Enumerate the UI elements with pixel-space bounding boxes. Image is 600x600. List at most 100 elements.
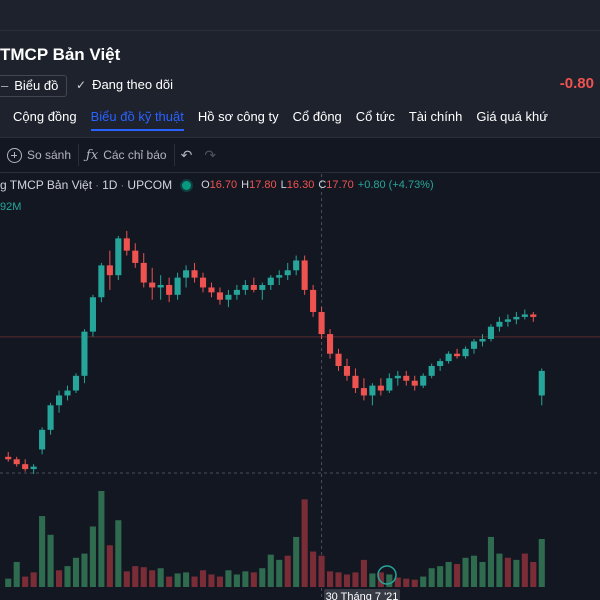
volume-bar [208,574,215,587]
candle-body [140,262,147,283]
volume-bar [293,536,300,587]
tab-community[interactable]: Cộng đồng [13,109,77,124]
candle-body [5,456,12,460]
candle-body [369,385,376,396]
candle-body [208,287,215,293]
candle-body [318,312,325,335]
volume-bar [5,578,12,587]
candle-body [72,375,80,391]
candle-body [106,265,113,276]
candle-body [64,390,71,396]
volume-bar [487,536,495,587]
volume-bar [343,574,351,587]
volume-bar [538,539,545,587]
candle-body [30,466,37,470]
candle-body [394,375,401,379]
candle-body [39,429,46,450]
candle-body [326,334,334,354]
interval-label[interactable]: 1D [102,178,118,192]
volume-bar [462,557,469,587]
volume-bar [259,568,266,587]
volume-bar [301,499,308,587]
candle-body [504,319,511,322]
candlestick-chart[interactable] [0,174,600,600]
candle-body [157,285,164,288]
tab-company-profile[interactable]: Hồ sơ công ty [197,109,279,124]
candle-body [276,275,283,278]
candle-body [411,380,418,386]
tab-dividends[interactable]: Cổ tức [355,109,395,124]
candle-body [487,326,495,339]
ohlc-high: H17.80 [241,179,277,191]
event-marker-icon [377,565,397,585]
volume-bar [98,491,105,587]
volume-bar [250,572,257,587]
candle-body [479,339,486,342]
indicators-button[interactable]: ƒx Các chỉ báo [79,138,174,172]
volume-bar [369,573,376,587]
volume-bar [22,576,29,587]
volume-bar [199,570,207,587]
volume-bar [47,534,54,587]
tab-shareholders[interactable]: Cổ đông [292,109,342,124]
candle-body [403,375,410,381]
volume-bar [530,561,537,587]
candle-body [267,277,274,285]
top-band [0,0,600,30]
candle-body [496,321,503,327]
tab-financials[interactable]: Tài chính [408,109,463,124]
volume-bar [166,576,173,587]
volume-bar [225,570,232,587]
candle-body [191,270,198,278]
legend-separator: · [95,178,100,192]
volume-bar [157,568,164,587]
volume-bar [106,545,113,587]
chart-button[interactable]: – Biểu đồ [0,75,68,97]
volume-bar [326,571,334,587]
compare-button[interactable]: So sánh [0,138,78,172]
candle-body [521,314,528,317]
candle-body [13,459,20,465]
volume-bar [72,557,80,587]
candle-body [47,405,54,430]
candle-body [233,289,240,295]
company-name: TMCP Bản Việt [0,45,121,64]
volume-bar [470,555,478,587]
volume-bar [310,551,317,587]
chart-toolbar: So sánh ƒx Các chỉ báo ↶ ↷ [0,137,600,173]
volume-bar [394,577,401,587]
candle-body [530,314,537,317]
tab-price-history[interactable]: Giá quá khứ [476,109,548,124]
dash-icon: – [1,78,9,93]
volume-bar [64,566,71,587]
volume-bar [352,572,359,587]
ohlc-change: +0.80 (+4.73%) [357,179,434,191]
volume-bar [479,561,486,587]
tab-technical-chart[interactable]: Biểu đồ kỹ thuật [84,107,191,138]
follow-toggle[interactable]: ✓ Đang theo dõi [76,77,173,92]
volume-bar [123,571,130,587]
candle-body [183,270,190,278]
candle-body [445,353,452,362]
ohlc-low: L16.30 [280,179,315,191]
candle-body [428,366,435,376]
symbol-name: g TMCP Bản Việt [0,178,93,192]
volume-bar [174,573,181,587]
redo-icon[interactable]: ↷ [204,146,217,163]
volume-bar [504,557,511,587]
volume-bar [420,576,427,587]
candle-body [166,285,173,295]
candle-body [216,292,224,300]
volume-bar [140,567,147,587]
volume-bar [216,576,224,587]
volume-bar [403,578,410,587]
volume-bar [55,570,63,587]
candle-body [360,388,367,396]
candle-body [538,370,545,396]
follow-label: Đang theo dõi [92,77,174,92]
candle-body [301,260,308,290]
candle-body [81,331,88,376]
stock-header: TMCP Bản Việt – Biểu đồ ✓ Đang theo dõi … [0,30,600,137]
undo-icon[interactable]: ↶ [180,146,193,163]
compare-label: So sánh [27,148,72,162]
